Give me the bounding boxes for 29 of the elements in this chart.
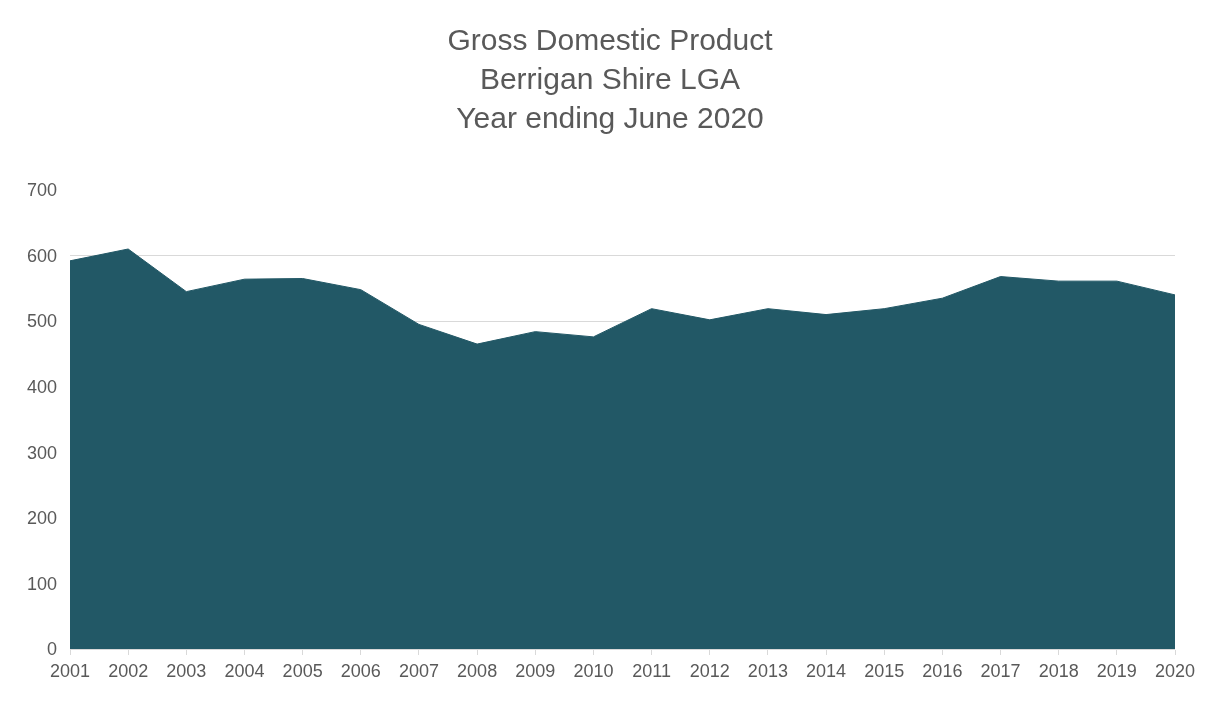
x-tick-label: 2005 bbox=[282, 660, 323, 681]
y-tick-label: 400 bbox=[26, 377, 57, 398]
x-tick-label: 2012 bbox=[689, 660, 730, 681]
x-tick-label: 2011 bbox=[632, 660, 671, 681]
x-tick-label: 2010 bbox=[573, 660, 614, 681]
x-tick-label: 2008 bbox=[457, 660, 498, 681]
x-tick-label: 2014 bbox=[806, 660, 847, 681]
x-tick-label: 2009 bbox=[515, 660, 556, 681]
x-tick-label: 2017 bbox=[980, 660, 1021, 681]
y-tick-label: 300 bbox=[26, 442, 57, 463]
y-tick-label: 700 bbox=[26, 180, 57, 201]
x-tick-label: 2006 bbox=[340, 660, 381, 681]
x-tick-label: 2015 bbox=[864, 660, 905, 681]
x-tick-label: 2002 bbox=[108, 660, 149, 681]
x-tick-label: 2018 bbox=[1038, 660, 1079, 681]
y-tick-label: 600 bbox=[26, 245, 57, 266]
x-tick-label: 2007 bbox=[398, 660, 439, 681]
x-tick-label: 2003 bbox=[166, 660, 207, 681]
x-tick-label: 2019 bbox=[1096, 660, 1137, 681]
x-tick-label: 2001 bbox=[49, 660, 91, 681]
x-tick-label: 2004 bbox=[224, 660, 265, 681]
x-tick-label: 2016 bbox=[922, 660, 963, 681]
x-tick-label: 2013 bbox=[747, 660, 788, 681]
y-tick-label: 100 bbox=[26, 573, 57, 594]
chart-title: Gross Domestic Product Berrigan Shire LGA Year ending June 2020 bbox=[447, 22, 774, 134]
x-tick-label: 2020 bbox=[1154, 660, 1196, 681]
y-tick-label: 0 bbox=[46, 639, 57, 660]
y-tick-label: 500 bbox=[26, 311, 57, 332]
y-tick-label: 200 bbox=[26, 508, 57, 529]
